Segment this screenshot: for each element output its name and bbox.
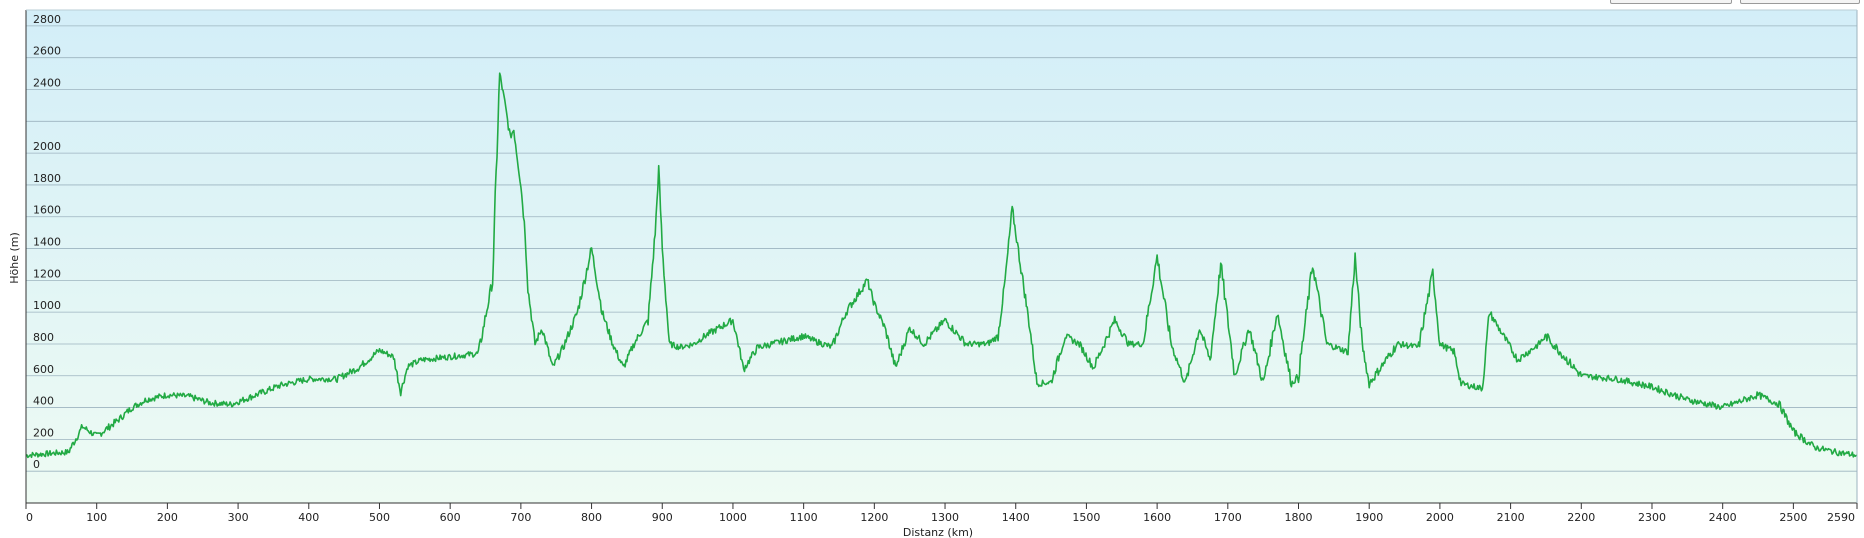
- toolbar-button-left[interactable]: [1610, 0, 1732, 4]
- y-tick-labels: 0 200 400 600 800 1000 1200 1400 1600 1800 2000 240…: [33, 13, 61, 471]
- y-tick-label: 200: [33, 426, 54, 439]
- x-tick-label: 2590: [1827, 511, 1855, 524]
- x-tick-label: 300: [228, 511, 249, 524]
- grid-lines: [26, 25, 1857, 504]
- x-tick-label: 2500: [1779, 511, 1807, 524]
- y-tick-label: 600: [33, 363, 54, 376]
- y-tick-label: 2400: [33, 77, 61, 90]
- x-tick-label: 2100: [1497, 511, 1525, 524]
- x-tick-label: 2400: [1709, 511, 1737, 524]
- x-tick-label: 0: [26, 511, 33, 524]
- x-tick-label: 500: [369, 511, 390, 524]
- x-tick-label: 1100: [790, 511, 818, 524]
- x-tick-label: 400: [298, 511, 319, 524]
- x-tick-label: 100: [86, 511, 107, 524]
- elevation-series-line: [25, 72, 1858, 459]
- x-tick-label: 1200: [860, 511, 888, 524]
- x-tick-label: 1900: [1355, 511, 1383, 524]
- y-tick-label: 2800: [33, 13, 61, 26]
- x-tick-label: 2200: [1567, 511, 1595, 524]
- y-axis-label: Höhe (m): [8, 232, 21, 284]
- y-tick-label: 800: [33, 331, 54, 344]
- y-tick-label: 400: [33, 395, 54, 408]
- plot-background: [26, 10, 1857, 503]
- x-tick-label: 1000: [719, 511, 747, 524]
- y-tick-label: 1600: [33, 204, 61, 217]
- x-tick-label: 1300: [931, 511, 959, 524]
- y-tick-label: 2000: [33, 140, 61, 153]
- y-tick-label: 2600: [33, 45, 61, 58]
- x-tick-label: 600: [440, 511, 461, 524]
- x-tick-labels: 0 100 200 300 400 500 600 700 800 900 1000 1100 1200…: [25, 503, 1858, 524]
- x-tick-label: 1600: [1143, 511, 1171, 524]
- x-tick-label: 1500: [1072, 511, 1100, 524]
- y-tick-label: 1000: [33, 299, 61, 312]
- y-tick-label: 1400: [33, 236, 61, 249]
- x-tick-label: 800: [581, 511, 602, 524]
- x-tick-label: 1800: [1285, 511, 1313, 524]
- x-tick-label: 1400: [1002, 511, 1030, 524]
- x-tick-label: 200: [157, 511, 178, 524]
- y-tick-label: 0: [33, 458, 40, 471]
- y-tick-label: 1200: [33, 267, 61, 280]
- x-tick-label: 900: [652, 511, 673, 524]
- x-tick-label: 2000: [1426, 511, 1454, 524]
- x-tick-label: 1700: [1214, 511, 1242, 524]
- x-axis-label: Distanz (km): [903, 526, 973, 538]
- toolbar-button-right[interactable]: [1740, 0, 1860, 4]
- x-tick-label: 2300: [1638, 511, 1666, 524]
- y-tick-label: 1800: [33, 172, 61, 185]
- x-tick-label: 700: [510, 511, 531, 524]
